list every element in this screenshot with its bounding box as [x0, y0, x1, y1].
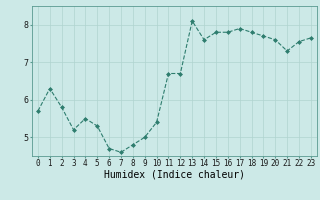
- X-axis label: Humidex (Indice chaleur): Humidex (Indice chaleur): [104, 170, 245, 180]
